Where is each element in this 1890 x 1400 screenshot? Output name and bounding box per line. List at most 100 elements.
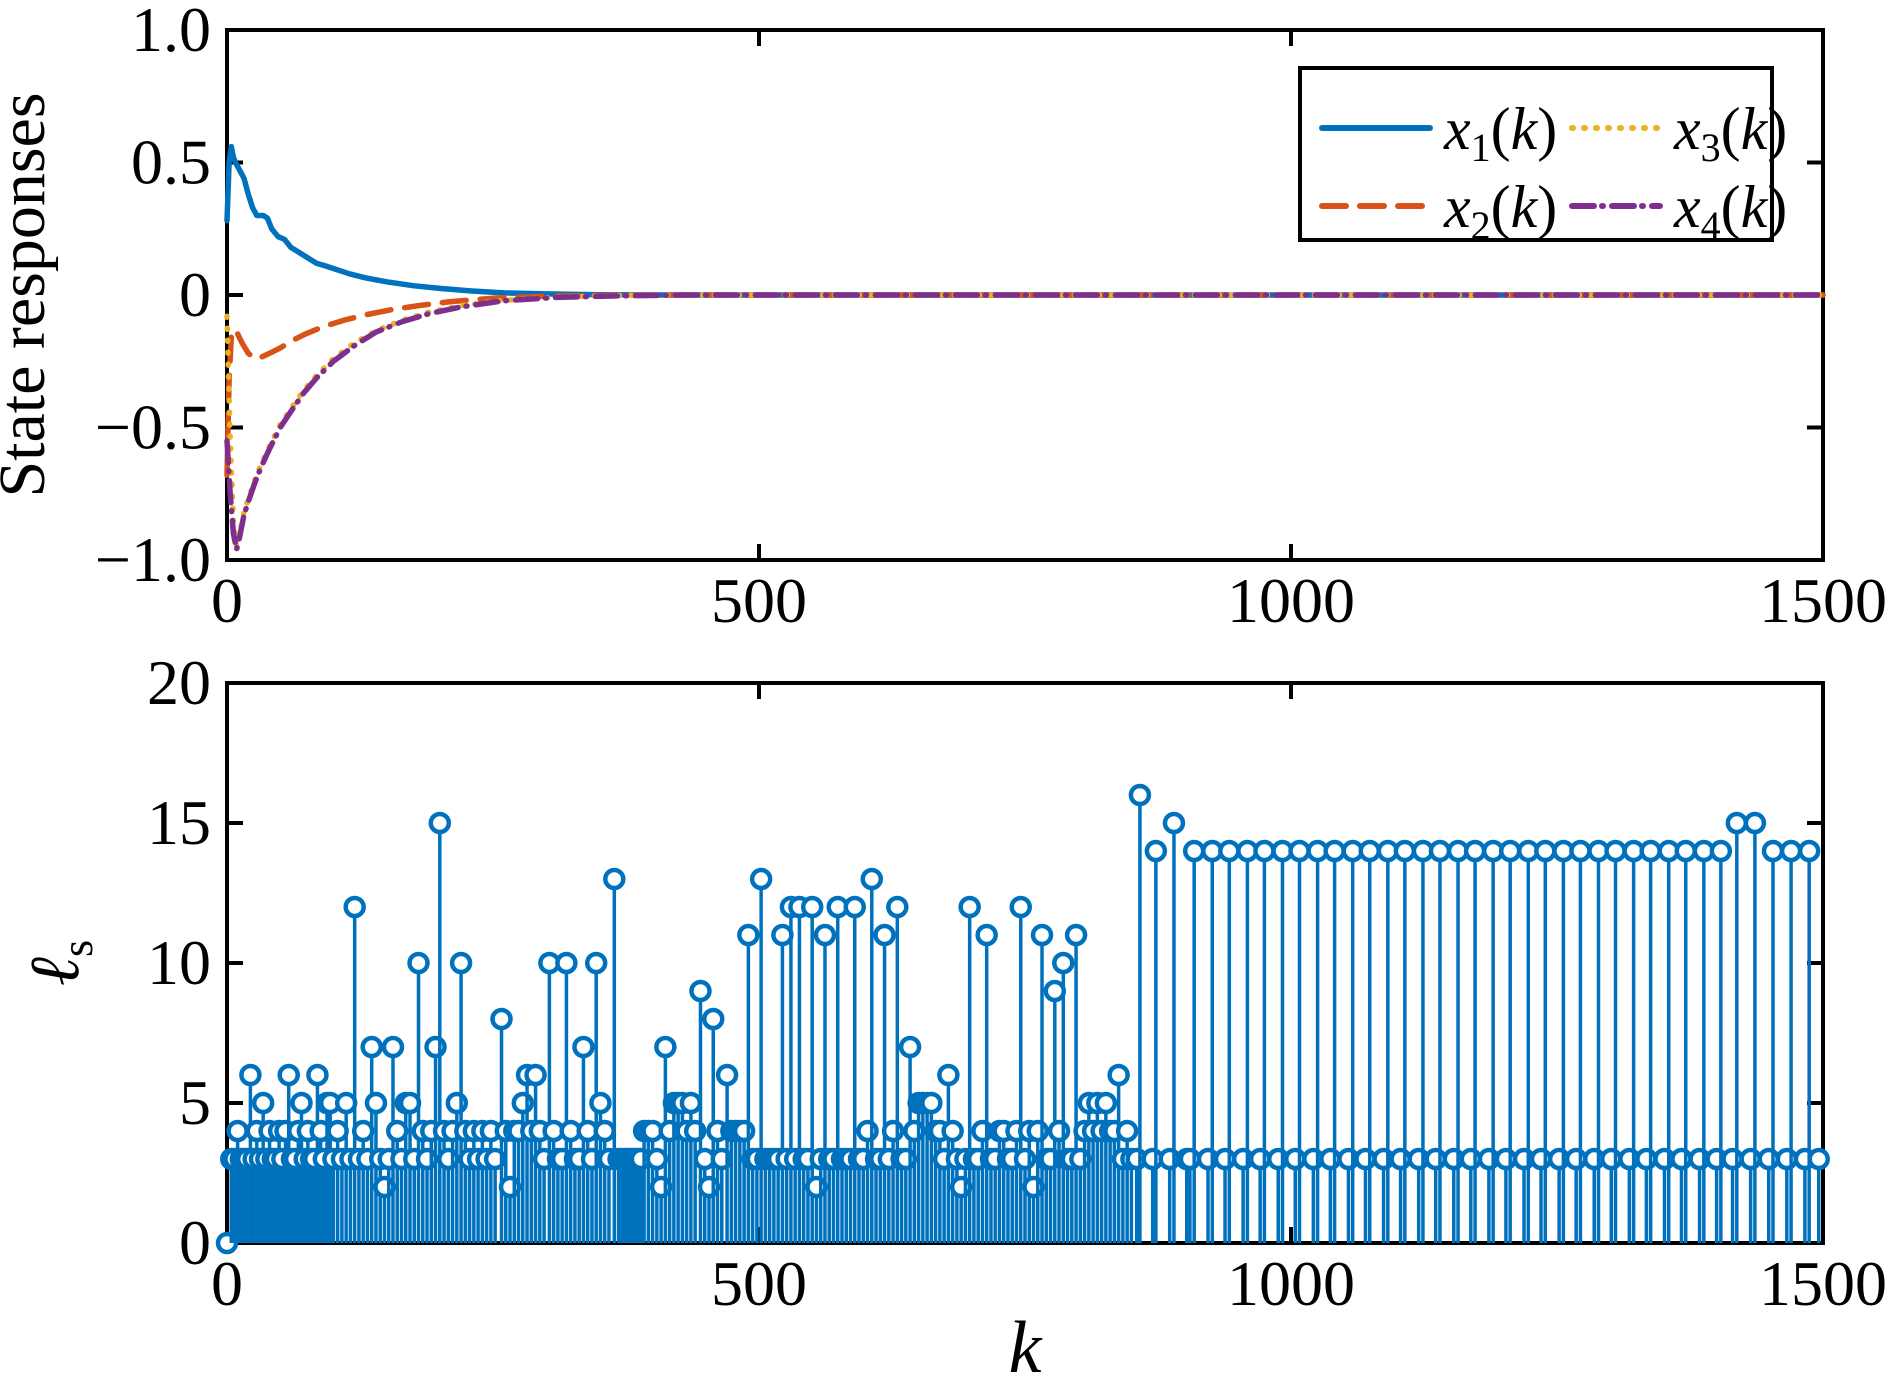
stem-marker (572, 1035, 595, 1059)
stem-marker (1494, 1147, 1518, 1171)
stem-marker (1069, 1147, 1092, 1171)
stem-marker (856, 1119, 879, 1143)
stem-marker (1094, 1091, 1118, 1115)
top-axes: 0 500 1000 1500 1.0 0.5 0 −0.5 −1.0 State respons… (0, 0, 1887, 636)
stem-marker (1739, 1147, 1762, 1171)
legend-label: x4(k) (1673, 174, 1787, 248)
stem-marker (593, 1119, 616, 1143)
stem-marker (749, 867, 773, 891)
stem-marker (654, 1035, 677, 1059)
stem-marker (1721, 1147, 1744, 1171)
stem-marker (679, 1091, 703, 1115)
stem-marker (1182, 839, 1206, 863)
bottom-ylabel: ℓs (17, 940, 102, 986)
series-x4k (224, 292, 1826, 553)
stem-marker (813, 923, 837, 947)
x-tick-label: 0 (211, 565, 243, 636)
stem-marker (920, 1091, 943, 1115)
stem-marker (805, 1175, 828, 1199)
stem-marker (373, 1175, 396, 1199)
top-axes-ticks (225, 28, 1825, 562)
stem-marker (898, 1035, 922, 1059)
x-tick-label: 1500 (1759, 1248, 1887, 1319)
stem-marker (1052, 951, 1075, 975)
stem-marker (428, 811, 452, 835)
stem-marker (589, 1091, 612, 1115)
legend: x1(k)x2(k) x3(k)x4(k) (1298, 66, 1787, 248)
stem-marker (645, 1147, 669, 1171)
stem-marker (903, 1119, 926, 1143)
stem-marker (584, 951, 608, 975)
stem-marker (701, 1007, 725, 1031)
stem-marker (1107, 1063, 1130, 1087)
stem-marker (697, 1175, 721, 1199)
stem-marker (732, 1119, 756, 1143)
stem-marker (1463, 839, 1487, 863)
y-tick-label: 0 (179, 259, 211, 330)
bottom-axes: 0 500 1000 1500 0 5 10 15 20 ℓs k (17, 647, 1887, 1389)
x-tick-label: 500 (711, 565, 807, 636)
stem-marker (649, 1175, 673, 1199)
stem-marker (1248, 1147, 1272, 1171)
stem-marker (424, 1035, 447, 1059)
stem-marker (1178, 1147, 1202, 1171)
stem-marker (603, 867, 626, 891)
stem-marker (843, 895, 867, 919)
legend-label: x1(k) (1443, 96, 1557, 170)
y-tick-label: 15 (147, 787, 211, 858)
stem-marker (1428, 839, 1452, 863)
stem-marker (1797, 839, 1821, 863)
stem-marker (737, 923, 760, 947)
stem-marker (1635, 1147, 1658, 1171)
stem-marker (437, 1147, 460, 1171)
stem-marker (975, 923, 998, 947)
stem-marker (1534, 839, 1557, 863)
stem-marker (1043, 979, 1067, 1003)
x-tick-label: 0 (211, 1248, 243, 1319)
stem-marker (1022, 1175, 1045, 1199)
stem-marker (1604, 839, 1627, 863)
stem-marker (800, 895, 824, 919)
stem-marker (1319, 1147, 1342, 1171)
stem-marker (881, 1119, 905, 1143)
stem-marker (351, 1119, 375, 1143)
stem-marker (1284, 1147, 1307, 1171)
stem-series (215, 783, 1830, 1255)
stem-marker (1009, 895, 1032, 919)
stem-marker (385, 1119, 409, 1143)
stem-marker (1013, 1147, 1037, 1171)
stem-marker (941, 1119, 964, 1143)
stem-marker (1354, 1147, 1377, 1171)
stem-marker (239, 1063, 262, 1087)
stem-marker (511, 1091, 535, 1115)
y-tick-label: 0 (179, 1207, 211, 1278)
series-x2k (224, 292, 1826, 478)
stem-marker (381, 1035, 405, 1059)
stem-marker (1358, 839, 1381, 863)
stem-marker (886, 895, 909, 919)
legend-label: x2(k) (1443, 174, 1557, 248)
stem-marker (1807, 1147, 1830, 1171)
stem-marker (1218, 839, 1241, 863)
stem-marker (1026, 1119, 1050, 1143)
stem-marker (1144, 839, 1168, 863)
y-tick-label: −1.0 (95, 524, 211, 595)
stem-marker (326, 1119, 349, 1143)
stem-marker (860, 867, 884, 891)
stem-marker (490, 1007, 513, 1031)
stem-marker (1761, 839, 1785, 863)
stem-marker (364, 1091, 388, 1115)
stem-marker (1569, 839, 1592, 863)
y-tick-label: 20 (147, 647, 211, 718)
stem-marker (343, 895, 366, 919)
stem-marker (1757, 1147, 1780, 1171)
y-tick-label: 1.0 (131, 0, 211, 65)
stem-marker (398, 1091, 422, 1115)
stem-marker (1725, 811, 1749, 835)
stem-marker (524, 1063, 547, 1087)
bottom-xlabel: k (1009, 1307, 1043, 1389)
stem-marker (1064, 923, 1088, 947)
stem-marker (1323, 839, 1346, 863)
